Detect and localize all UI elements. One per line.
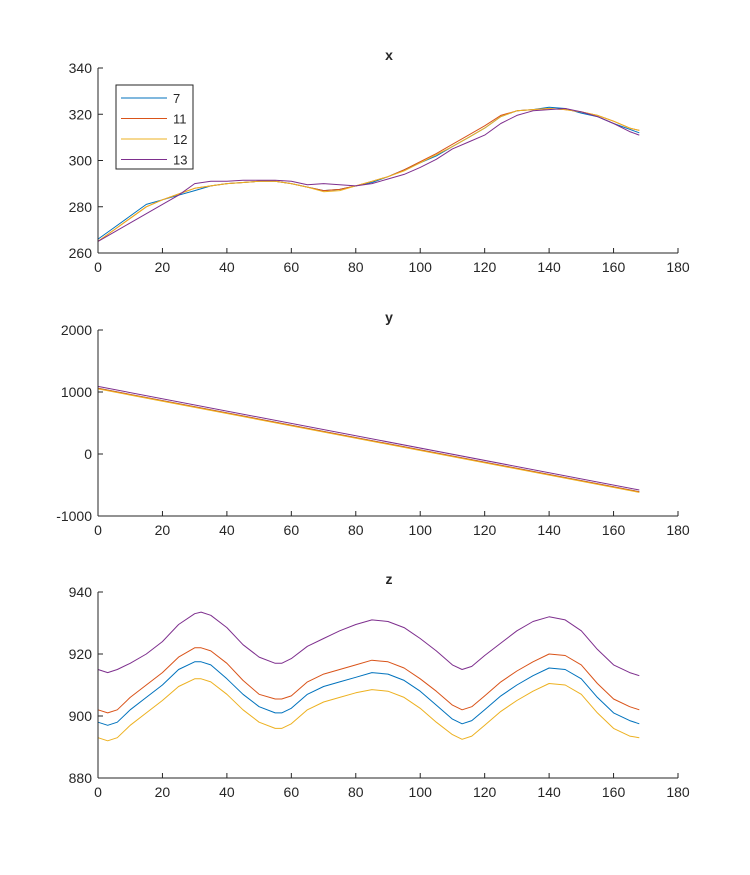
subplot-z-xtick-label: 60	[284, 784, 300, 800]
subplot-z-xtick-label: 100	[409, 784, 433, 800]
subplot-y-xtick-label: 60	[284, 522, 300, 538]
subplot-y-xtick-label: 100	[409, 522, 433, 538]
subplot-x-xtick-label: 0	[94, 259, 102, 275]
subplot-z-xtick-label: 120	[473, 784, 497, 800]
subplot-y-xtick-label: 180	[666, 522, 690, 538]
subplot-z-xtick-label: 180	[666, 784, 690, 800]
legend-label-12: 12	[173, 132, 187, 147]
subplot-z-line-12	[97, 678, 640, 742]
subplot-x-line-7	[97, 106, 640, 240]
subplot-y-title: y	[385, 309, 393, 325]
subplot-z-line-13	[97, 611, 640, 677]
subplot-x-ytick-label: 340	[69, 60, 93, 76]
subplot-x-ytick-label: 320	[69, 106, 93, 122]
subplot-x-xtick-label: 20	[155, 259, 171, 275]
legend-box	[115, 84, 194, 170]
subplot-y-line-13	[97, 385, 640, 491]
subplot-x-xtick-label: 40	[219, 259, 235, 275]
subplot-z-ytick-label: 900	[69, 708, 93, 724]
subplot-x-ytick-label: 260	[69, 245, 93, 261]
subplot-x-xtick-label: 180	[666, 259, 690, 275]
subplot-z-ytick-label: 920	[69, 646, 93, 662]
subplot-y-xtick-label: 80	[348, 522, 364, 538]
subplot-x-xtick-label: 120	[473, 259, 497, 275]
subplot-y-xtick-label: 120	[473, 522, 497, 538]
subplot-x-xtick-label: 60	[284, 259, 300, 275]
legend-label-7: 7	[173, 91, 180, 106]
subplot-x: x 0 20 40 60 80 100 120 140 160 180 260 280 300 320 34…	[69, 47, 690, 275]
subplot-x-ytick-label: 300	[69, 153, 93, 169]
subplot-x-series	[97, 106, 640, 242]
subplot-y-xtick-label: 0	[94, 522, 102, 538]
subplot-z-xtick-label: 140	[537, 784, 561, 800]
subplot-x-xtick-label: 140	[537, 259, 561, 275]
subplot-z-series	[97, 611, 640, 742]
subplot-y-ytick-label: 2000	[61, 322, 92, 338]
subplot-x-xtick-label: 100	[409, 259, 433, 275]
subplot-y-line-12	[97, 388, 640, 493]
subplot-x-ytick-label: 280	[69, 199, 93, 215]
subplot-x-xtick-label: 80	[348, 259, 364, 275]
subplot-x-line-13	[97, 108, 640, 242]
legend: 7 11 12 13	[115, 84, 194, 170]
subplot-y-ytick-label: -1000	[56, 508, 92, 524]
subplot-x-xtick-label: 160	[602, 259, 626, 275]
subplot-z-xtick-label: 0	[94, 784, 102, 800]
subplot-z-xtick-label: 160	[602, 784, 626, 800]
subplot-z-xtick-label: 40	[219, 784, 235, 800]
subplot-z-title: z	[386, 571, 393, 587]
subplot-y-ytick-label: 0	[84, 446, 92, 462]
subplot-y-xtick-label: 140	[537, 522, 561, 538]
subplot-z-line-7	[97, 661, 640, 726]
subplot-z: z 0 20 40 60 80 100 120 140 160 180 880 900 920 940	[69, 571, 690, 800]
subplot-y-xtick-label: 20	[155, 522, 171, 538]
subplot-z-xtick-label: 20	[155, 784, 171, 800]
legend-label-13: 13	[173, 153, 187, 168]
subplot-z-xtick-label: 80	[348, 784, 364, 800]
subplot-x-title: x	[385, 47, 393, 63]
subplot-z-line-11	[97, 647, 640, 714]
subplot-y-ytick-label: 1000	[61, 384, 92, 400]
subplot-z-ytick-label: 880	[69, 770, 93, 786]
subplot-y-xtick-label: 40	[219, 522, 235, 538]
legend-label-11: 11	[173, 112, 187, 127]
subplot-y-xtick-label: 160	[602, 522, 626, 538]
subplot-z-ytick-label: 940	[69, 584, 93, 600]
subplot-y-line-11	[97, 387, 640, 493]
subplot-y-series	[97, 385, 640, 493]
